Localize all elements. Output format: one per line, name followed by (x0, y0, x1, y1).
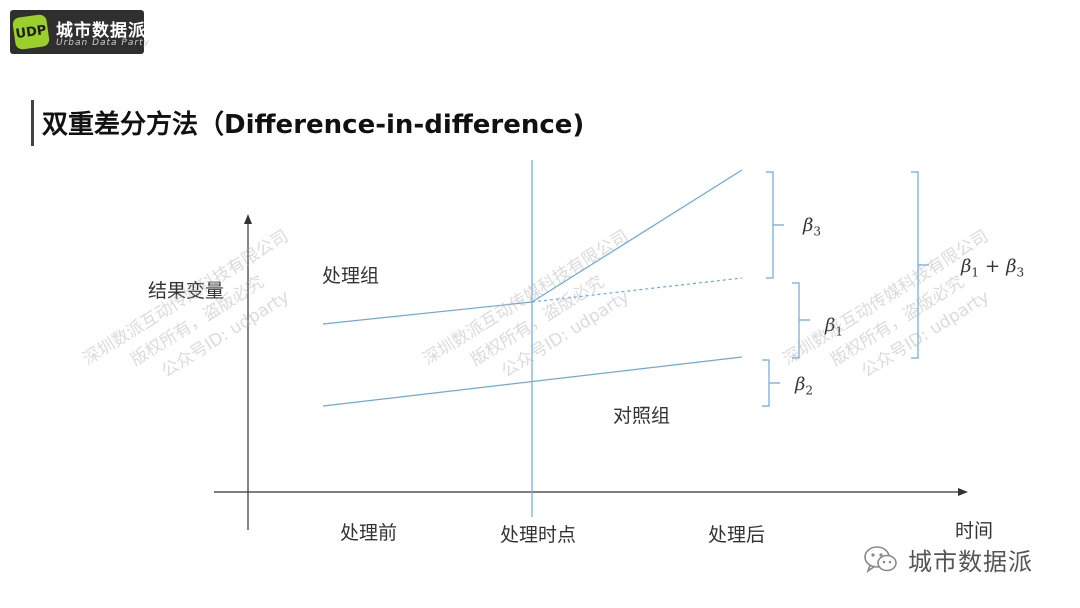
bracket-beta1-beta3 (911, 171, 929, 359)
bracket-beta1 (792, 282, 810, 359)
beta1-plus-beta3-label: β1 + β3 (961, 256, 1025, 280)
wechat-icon (864, 545, 898, 575)
treatment-group-label: 处理组 (322, 265, 380, 287)
control-line (322, 356, 743, 407)
y-axis-label: 结果变量 (148, 280, 225, 302)
x-tick-after: 处理后 (708, 524, 766, 546)
brand-subtitle: Urban Data Party (56, 38, 150, 48)
beta2-label: β2 (795, 374, 814, 398)
y-axis-arrow (244, 214, 252, 224)
x-tick-treatment: 处理时点 (500, 524, 577, 546)
bracket-beta3 (766, 171, 784, 279)
brand-name: 城市数据派 (56, 21, 146, 41)
slide-title: 双重差分方法（Difference-in-difference) (42, 110, 585, 140)
title-accent-bar (31, 100, 34, 146)
bracket-beta2 (762, 359, 780, 407)
beta1-label: β1 (825, 315, 844, 339)
x-axis-label: 时间 (955, 520, 994, 542)
treatment-line-post (531, 169, 743, 303)
x-axis-arrow (958, 488, 968, 496)
control-group-label: 对照组 (613, 405, 671, 427)
beta3-label: β3 (803, 215, 822, 239)
treatment-line-pre (322, 301, 533, 325)
footer-brand: 城市数据派 (864, 542, 1033, 577)
x-tick-before: 处理前 (340, 522, 398, 544)
counterfactual-line (531, 277, 743, 303)
brand-logo: UDP 城市数据派 Urban Data Party (10, 10, 149, 54)
footer-brand-name: 城市数据派 (908, 548, 1033, 576)
